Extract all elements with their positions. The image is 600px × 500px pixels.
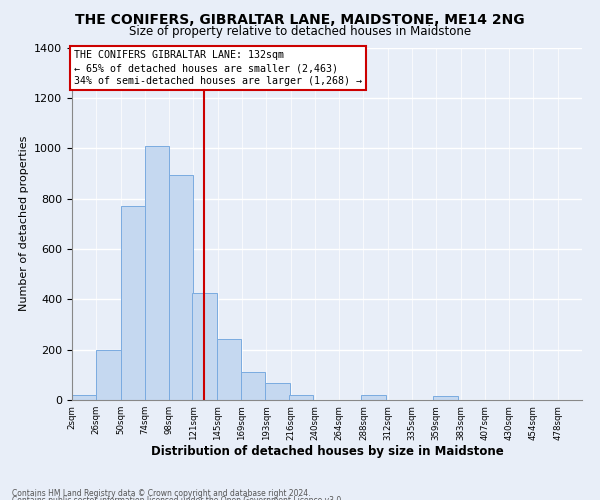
Bar <box>193 293 217 400</box>
Bar <box>241 372 265 400</box>
Bar <box>361 396 386 400</box>
Bar <box>121 206 145 400</box>
Y-axis label: Number of detached properties: Number of detached properties <box>19 136 29 312</box>
Text: THE CONIFERS GIBRALTAR LANE: 132sqm
← 65% of detached houses are smaller (2,463): THE CONIFERS GIBRALTAR LANE: 132sqm ← 65… <box>74 50 362 86</box>
Text: Contains public sector information licensed under the Open Government Licence v3: Contains public sector information licen… <box>12 496 344 500</box>
Bar <box>169 174 193 400</box>
Bar <box>289 395 313 400</box>
Bar <box>265 383 290 400</box>
Text: Contains HM Land Registry data © Crown copyright and database right 2024.: Contains HM Land Registry data © Crown c… <box>12 488 311 498</box>
Text: Size of property relative to detached houses in Maidstone: Size of property relative to detached ho… <box>129 25 471 38</box>
X-axis label: Distribution of detached houses by size in Maidstone: Distribution of detached houses by size … <box>151 446 503 458</box>
Bar <box>145 146 169 400</box>
Bar <box>217 339 241 400</box>
Text: THE CONIFERS, GIBRALTAR LANE, MAIDSTONE, ME14 2NG: THE CONIFERS, GIBRALTAR LANE, MAIDSTONE,… <box>75 12 525 26</box>
Bar <box>96 350 121 400</box>
Bar <box>433 396 458 400</box>
Bar <box>72 395 96 400</box>
